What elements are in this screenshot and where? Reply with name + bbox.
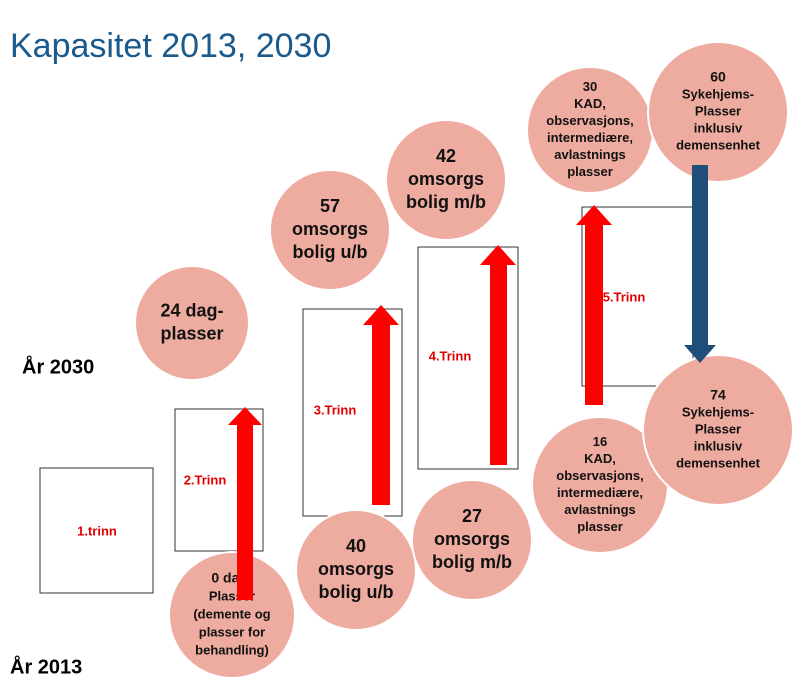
circle-text: plasser [567,164,613,179]
circle-text: inklusiv [694,120,743,135]
circle-text: observasjons, [546,113,633,128]
circle-text: intermediære, [557,485,643,500]
circle-text: Plasser [695,421,741,436]
circle-text: KAD, [574,96,606,111]
arrow [576,205,612,405]
circle [168,551,296,679]
circle-text: omsorgs [318,559,394,579]
circle [134,265,250,381]
circle-text: omsorgs [434,529,510,549]
circle-text: (demente og [193,606,270,621]
circle-text: 24 dag- [160,300,223,320]
arrows [228,165,716,600]
step-box [174,408,264,552]
circle-text: 40 [346,536,366,556]
circle-text: omsorgs [408,169,484,189]
circle-text: 27 [462,506,482,526]
circle-text: 74 [710,387,726,403]
step-label: 2.Trinn [184,472,227,487]
circle-text: intermediære, [547,130,633,145]
circle [295,509,417,631]
circle-text: bolig u/b [293,242,368,262]
circle-text: behandling) [195,642,269,657]
circle-text: bolig u/b [319,582,394,602]
step-label: 4.Trinn [429,348,472,363]
circle-text: avlastnings [564,502,636,517]
circle [642,354,794,506]
circle-text: plasser [160,323,223,343]
circle [385,119,507,241]
circle-text: inklusiv [694,438,743,453]
circle-text: KAD, [584,451,616,466]
arrow [480,245,516,465]
circle-text: plasser [577,519,623,534]
title: Kapasitet 2013, 2030 [10,27,331,65]
circle-text: demensenhet [676,137,760,152]
circle-text: bolig m/b [432,552,512,572]
year-label: År 2030 [22,354,94,378]
circle-text: plasser for [199,624,265,639]
step-label: 3.Trinn [314,402,357,417]
circle-text: 60 [710,69,726,85]
circle-text: bolig m/b [406,192,486,212]
circle-text: 16 [593,434,607,449]
arrow [228,407,262,600]
circle [269,169,391,291]
arrow [684,165,716,363]
step-label: 1.trinn [77,523,117,538]
step-label: 5.Trinn [603,289,646,304]
circle-text: Plasser [695,103,741,118]
circle-text: observasjons, [556,468,643,483]
circle-text: 30 [583,79,597,94]
circle-text: avlastnings [554,147,626,162]
year-label: År 2013 [10,654,82,678]
arrow [363,305,399,505]
step-box [39,467,154,594]
circle [647,41,789,183]
step-boxes [39,206,694,594]
circle-text: omsorgs [292,219,368,239]
step-box [417,246,519,470]
circle-text: Sykehjems- [682,404,754,419]
circle-text: Sykehjems- [682,86,754,101]
circle-text: demensenhet [676,455,760,470]
circle-text: 57 [320,196,340,216]
circle-text: 42 [436,146,456,166]
circle [411,479,533,601]
